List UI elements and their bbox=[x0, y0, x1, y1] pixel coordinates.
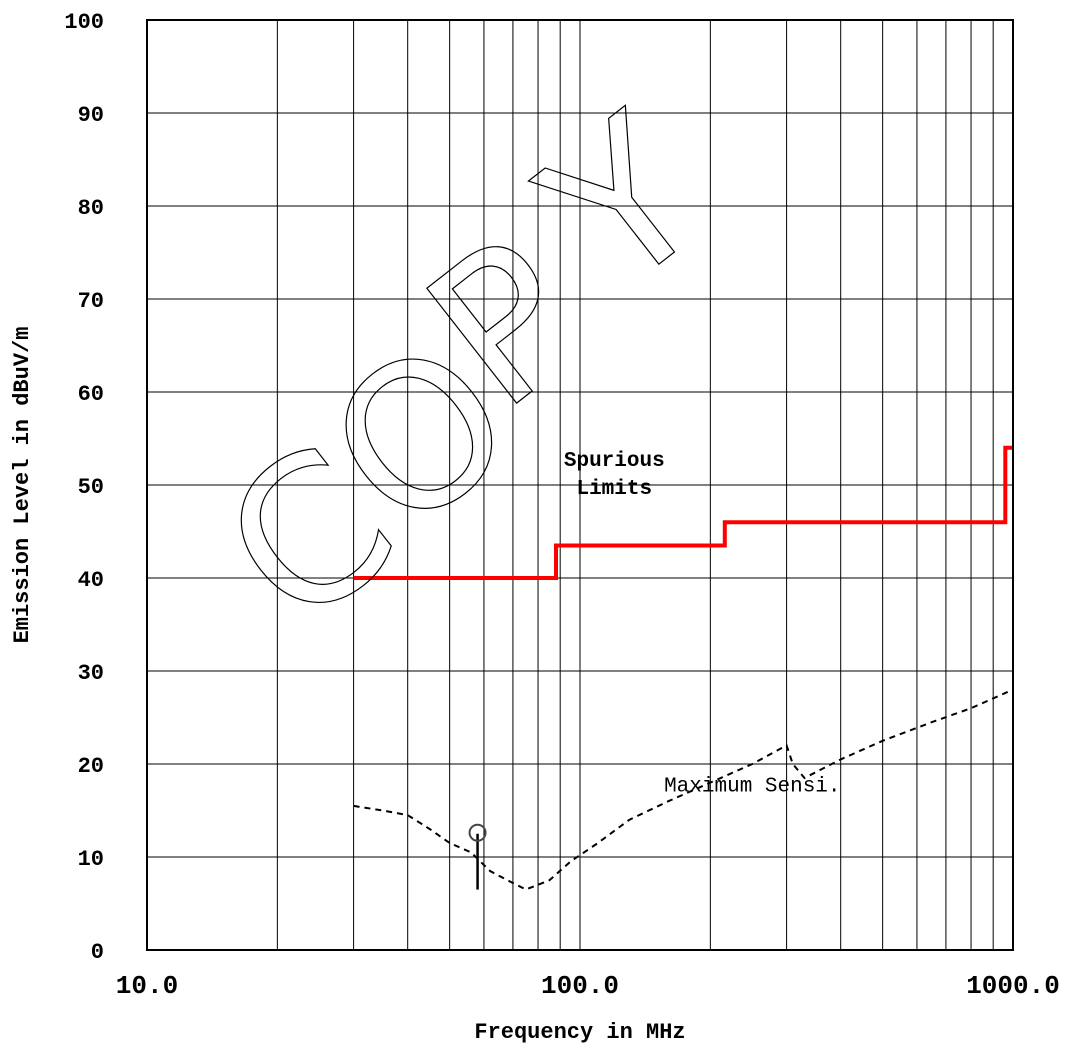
y-tick-label: 70 bbox=[78, 289, 104, 314]
y-tick-label: 100 bbox=[64, 10, 104, 35]
grid-lines bbox=[147, 20, 1013, 950]
annotation-limit-label-line1: Spurious bbox=[564, 450, 665, 473]
marker-layer bbox=[468, 823, 487, 890]
y-tick-label: 30 bbox=[78, 661, 104, 686]
series-layer bbox=[353, 445, 1014, 891]
y-tick-label: 60 bbox=[78, 382, 104, 407]
series-max-sensitivity bbox=[353, 688, 1014, 891]
measurement-marker-head bbox=[468, 823, 487, 842]
y-tick-label: 10 bbox=[78, 847, 104, 872]
annotation-limit-label-line2: Limits bbox=[576, 478, 652, 501]
y-tick-label: 20 bbox=[78, 754, 104, 779]
y-tick-label: 90 bbox=[78, 103, 104, 128]
plot-frame bbox=[146, 19, 1014, 951]
x-tick-label: 10.0 bbox=[116, 971, 178, 1001]
x-axis-title: Frequency in MHz bbox=[474, 1020, 685, 1045]
y-tick-label: 50 bbox=[78, 475, 104, 500]
y-tick-label: 0 bbox=[91, 940, 104, 965]
series-spurious-limits bbox=[353, 445, 1013, 580]
y-tick-label: 80 bbox=[78, 196, 104, 221]
y-tick-label: 40 bbox=[78, 568, 104, 593]
x-tick-label: 1000.0 bbox=[966, 971, 1060, 1001]
x-tick-label: 100.0 bbox=[541, 971, 619, 1001]
annotation-sensitivity-label: Maximum Sensi. bbox=[664, 775, 840, 798]
tick-labels: 0 10 20 30 40 50 60 70 80 90 100 10.0 100.0 1000.0 bbox=[64, 10, 1059, 1001]
y-axis-title: Emission Level in dBuV/m bbox=[10, 327, 35, 644]
annotations: Spurious Limits Maximum Sensi. bbox=[564, 450, 841, 799]
